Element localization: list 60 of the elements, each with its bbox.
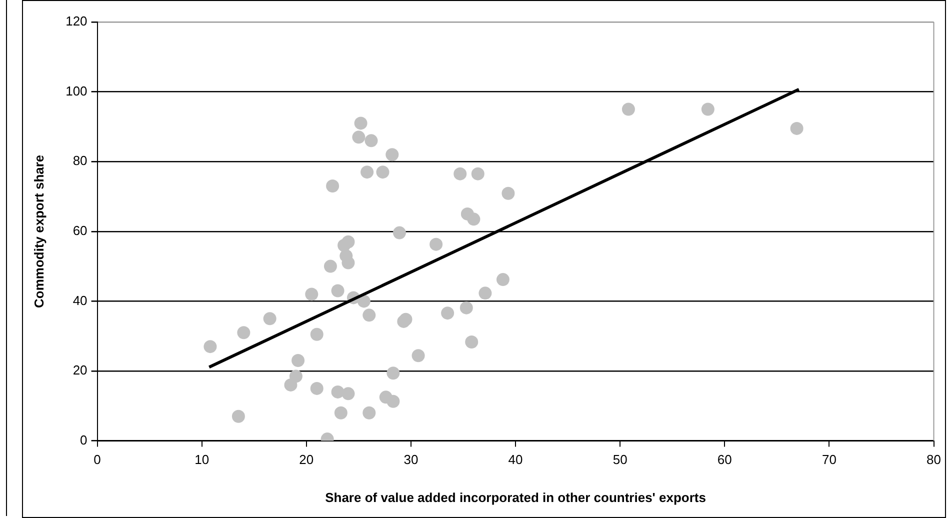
- point: [305, 288, 318, 301]
- point: [465, 336, 478, 349]
- point: [412, 349, 425, 362]
- point: [331, 284, 344, 298]
- point: [324, 260, 337, 273]
- point: [232, 410, 245, 423]
- point: [263, 312, 276, 326]
- x-axis-title: Share of value added incorporated in other countries' exports: [325, 490, 706, 505]
- point: [342, 387, 355, 400]
- point: [701, 102, 714, 116]
- point: [310, 382, 324, 395]
- x-tick-label: 50: [612, 452, 628, 468]
- y-tick-label: 0: [80, 432, 88, 448]
- x-tick-label: 10: [194, 452, 210, 468]
- point: [352, 130, 366, 144]
- x-tick-label: 40: [508, 452, 523, 468]
- point: [364, 134, 378, 148]
- point: [386, 394, 400, 408]
- point: [467, 212, 480, 226]
- point: [292, 354, 305, 368]
- point: [362, 308, 376, 322]
- point: [471, 167, 484, 180]
- point: [237, 326, 250, 340]
- point: [362, 406, 376, 420]
- y-tick-label: 60: [72, 222, 88, 238]
- x-tick-label: 0: [94, 452, 101, 468]
- point: [342, 256, 355, 270]
- x-tick-label: 20: [299, 452, 314, 468]
- point: [289, 370, 302, 383]
- point: [204, 340, 217, 354]
- point: [478, 286, 492, 300]
- y-tick-label: 100: [66, 83, 88, 98]
- y-tick-label: 20: [72, 362, 88, 378]
- point: [376, 166, 390, 179]
- point: [441, 306, 454, 320]
- point: [496, 273, 510, 286]
- point: [502, 186, 515, 200]
- x-tick-label: 60: [717, 452, 732, 468]
- point: [392, 226, 406, 240]
- point: [360, 166, 374, 179]
- point: [430, 238, 443, 251]
- point: [334, 406, 348, 420]
- x-tick-label: 30: [404, 452, 418, 468]
- y-tick-label: 120: [66, 14, 88, 29]
- point: [386, 366, 400, 380]
- point: [326, 180, 340, 193]
- point: [310, 328, 324, 341]
- point: [454, 167, 467, 180]
- y-tick-label: 80: [72, 153, 88, 168]
- y-axis-title: Commodity export share: [31, 154, 46, 308]
- point: [386, 148, 399, 162]
- point: [622, 102, 635, 116]
- y-tick-label: 40: [72, 292, 88, 308]
- point: [460, 301, 473, 314]
- x-tick-label: 80: [926, 452, 942, 468]
- point: [354, 116, 368, 130]
- x-tick-label: 70: [822, 452, 836, 468]
- point: [342, 235, 355, 248]
- point: [790, 122, 804, 135]
- point: [357, 294, 370, 308]
